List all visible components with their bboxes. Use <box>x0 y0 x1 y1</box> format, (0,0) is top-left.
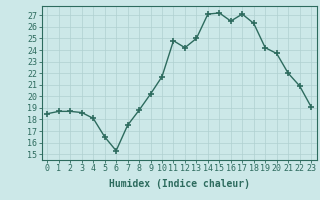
X-axis label: Humidex (Indice chaleur): Humidex (Indice chaleur) <box>109 179 250 189</box>
